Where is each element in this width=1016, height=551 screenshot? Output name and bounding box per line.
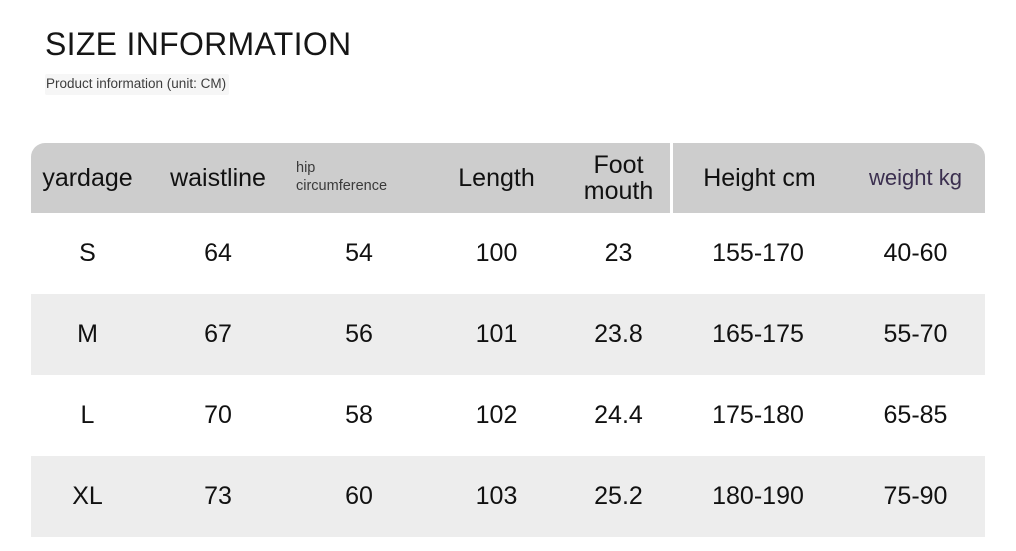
cell-yardage: L bbox=[31, 375, 144, 456]
cell-value: 58 bbox=[345, 401, 373, 429]
cell-value: 73 bbox=[204, 482, 232, 510]
column-header-foot-mouth-label: Foot mouth bbox=[583, 150, 654, 205]
column-header-height-cm-label: Height cm bbox=[703, 163, 816, 192]
cell-hip-circumference: 58 bbox=[292, 375, 426, 456]
table-row: S 64 54 100 23 155-170 40-60 bbox=[31, 213, 985, 294]
cell-length: 103 bbox=[426, 456, 567, 537]
cell-height-cm: 180-190 bbox=[670, 456, 846, 537]
cell-hip-circumference: 56 bbox=[292, 294, 426, 375]
cell-value: 165-175 bbox=[712, 320, 804, 348]
hip-label-line-2: circumference bbox=[296, 178, 388, 194]
column-header-waistline: waistline bbox=[144, 143, 292, 213]
cell-waistline: 64 bbox=[144, 213, 292, 294]
table-row: L 70 58 102 24.4 175-180 65-85 bbox=[31, 375, 985, 456]
column-header-yardage: yardage bbox=[31, 143, 144, 213]
heading-block: SIZE INFORMATION Product information (un… bbox=[45, 24, 745, 96]
page-subtitle: Product information (unit: CM) bbox=[45, 73, 230, 96]
cell-value: 60 bbox=[345, 482, 373, 510]
cell-waistline: 67 bbox=[144, 294, 292, 375]
cell-foot-mouth: 25.2 bbox=[567, 456, 670, 537]
column-header-height-cm: Height cm bbox=[670, 143, 846, 213]
cell-value: 175-180 bbox=[712, 401, 804, 429]
cell-value: 101 bbox=[475, 320, 518, 348]
cell-value: 65-85 bbox=[883, 401, 948, 429]
table-header-row: yardage waistline hip circumference Lengt… bbox=[31, 143, 985, 213]
cell-value: 56 bbox=[345, 320, 373, 348]
cell-weight-kg: 40-60 bbox=[846, 213, 985, 294]
cell-value: 40-60 bbox=[883, 239, 948, 267]
column-header-hip-circumference-label: hip circumference bbox=[296, 160, 387, 195]
column-header-waistline-label: waistline bbox=[170, 163, 266, 192]
table-row: XL 73 60 103 25.2 180-190 75-90 bbox=[31, 456, 985, 537]
cell-foot-mouth: 23 bbox=[567, 213, 670, 294]
cell-value: L bbox=[80, 401, 95, 429]
cell-waistline: 70 bbox=[144, 375, 292, 456]
cell-yardage: M bbox=[31, 294, 144, 375]
cell-weight-kg: 55-70 bbox=[846, 294, 985, 375]
cell-value: 102 bbox=[475, 401, 518, 429]
cell-height-cm: 155-170 bbox=[670, 213, 846, 294]
cell-length: 102 bbox=[426, 375, 567, 456]
cell-value: 23 bbox=[604, 239, 633, 267]
size-table: yardage waistline hip circumference Lengt… bbox=[31, 143, 985, 537]
cell-weight-kg: 75-90 bbox=[846, 456, 985, 537]
cell-yardage: XL bbox=[31, 456, 144, 537]
hip-label-line-1: hip bbox=[296, 160, 316, 177]
cell-foot-mouth: 24.4 bbox=[567, 375, 670, 456]
cell-value: XL bbox=[72, 482, 103, 510]
column-header-yardage-label: yardage bbox=[42, 163, 133, 192]
page-title: SIZE INFORMATION bbox=[45, 26, 352, 62]
cell-value: 25.2 bbox=[594, 482, 643, 510]
cell-hip-circumference: 60 bbox=[292, 456, 426, 537]
cell-value: 180-190 bbox=[712, 482, 804, 510]
cell-foot-mouth: 23.8 bbox=[567, 294, 670, 375]
cell-value: 54 bbox=[345, 239, 373, 267]
cell-length: 100 bbox=[426, 213, 567, 294]
cell-value: 64 bbox=[204, 239, 232, 267]
cell-height-cm: 165-175 bbox=[670, 294, 846, 375]
cell-value: 75-90 bbox=[883, 482, 948, 510]
cell-value: 103 bbox=[475, 482, 518, 510]
cell-weight-kg: 65-85 bbox=[846, 375, 985, 456]
column-header-foot-mouth: Foot mouth bbox=[567, 143, 670, 213]
cell-value: M bbox=[77, 320, 98, 348]
cell-value: 24.4 bbox=[594, 401, 643, 429]
column-header-weight-kg-label: weight kg bbox=[869, 165, 962, 191]
cell-value: 23.8 bbox=[594, 320, 643, 348]
cell-value: 67 bbox=[204, 320, 232, 348]
cell-hip-circumference: 54 bbox=[292, 213, 426, 294]
cell-height-cm: 175-180 bbox=[670, 375, 846, 456]
cell-yardage: S bbox=[31, 213, 144, 294]
cell-value: 55-70 bbox=[883, 320, 948, 348]
cell-value: 155-170 bbox=[712, 239, 804, 267]
column-header-weight-kg: weight kg bbox=[846, 143, 985, 213]
cell-value: 100 bbox=[475, 239, 518, 267]
column-header-length-label: Length bbox=[458, 163, 535, 192]
column-header-length: Length bbox=[426, 143, 567, 213]
table-row: M 67 56 101 23.8 165-175 55-70 bbox=[31, 294, 985, 375]
cell-value: S bbox=[79, 239, 96, 267]
column-header-hip-circumference: hip circumference bbox=[292, 143, 426, 213]
cell-length: 101 bbox=[426, 294, 567, 375]
cell-value: 70 bbox=[204, 401, 232, 429]
cell-waistline: 73 bbox=[144, 456, 292, 537]
